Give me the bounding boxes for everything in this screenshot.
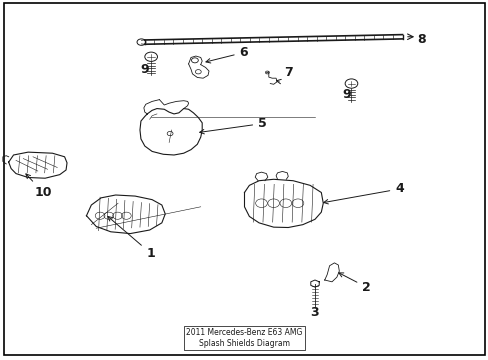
Text: 9: 9 xyxy=(140,63,149,76)
Text: 10: 10 xyxy=(26,174,52,199)
Text: 2: 2 xyxy=(338,273,370,294)
Text: 2011 Mercedes-Benz E63 AMG
Splash Shields Diagram: 2011 Mercedes-Benz E63 AMG Splash Shield… xyxy=(186,328,302,348)
Text: 3: 3 xyxy=(309,306,318,319)
Text: 4: 4 xyxy=(323,183,403,204)
Text: 1: 1 xyxy=(108,216,155,260)
Text: 9: 9 xyxy=(342,88,350,101)
Text: 7: 7 xyxy=(284,66,292,80)
Text: 6: 6 xyxy=(205,46,248,63)
Text: 5: 5 xyxy=(199,117,266,134)
Text: 8: 8 xyxy=(416,33,425,46)
